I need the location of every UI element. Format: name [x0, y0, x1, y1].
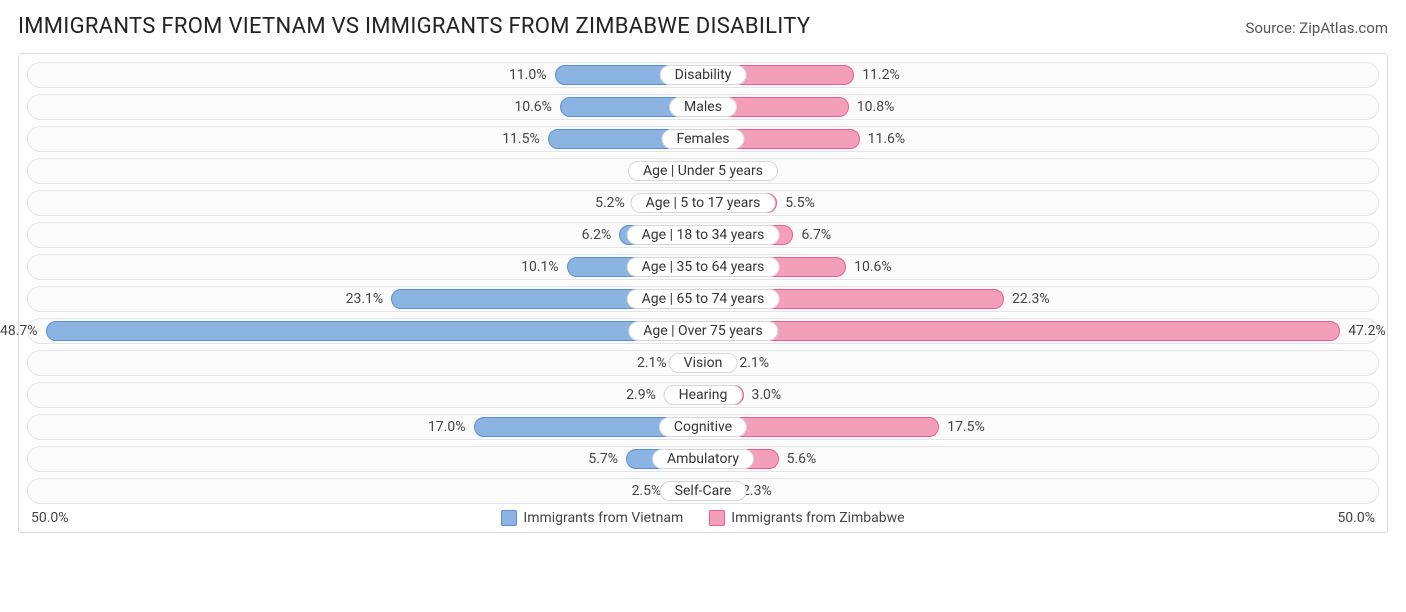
value-right: 11.6%: [862, 127, 906, 151]
chart-row: 5.2% 5.5%Age | 5 to 17 years: [27, 190, 1379, 216]
row-label: Disability: [660, 65, 747, 85]
axis-left-label: 50.0%: [31, 510, 69, 526]
axis-right-label: 50.0%: [1337, 510, 1375, 526]
row-label: Vision: [669, 353, 738, 373]
row-label: Cognitive: [659, 417, 747, 437]
chart-row: 10.1% 10.6% Age | 35 to 64 years: [27, 254, 1379, 280]
row-label: Age | 65 to 74 years: [627, 289, 780, 309]
bar-right: [703, 321, 1340, 341]
chart-title: IMMIGRANTS FROM VIETNAM VS IMMIGRANTS FR…: [18, 14, 810, 39]
value-left: 6.2%: [582, 223, 618, 247]
row-label: Self-Care: [660, 481, 747, 501]
legend-label-right: Immigrants from Zimbabwe: [731, 510, 904, 526]
value-left: 2.1%: [637, 351, 673, 375]
chart-row: 2.1% 2.1%Vision: [27, 350, 1379, 376]
value-right: 47.2%: [1342, 319, 1386, 343]
chart-row: 48.7%47.2%Age | Over 75 years: [27, 318, 1379, 344]
value-right: 5.6%: [781, 447, 817, 471]
chart-rows: 11.0% 11.2% Disability 10.6% 10.8% Males 11.5%…: [27, 62, 1379, 504]
row-label: Age | Under 5 years: [628, 161, 778, 181]
value-left: 5.7%: [588, 447, 624, 471]
value-left: 5.2%: [595, 191, 631, 215]
row-label: Age | 35 to 64 years: [627, 257, 780, 277]
value-left: 2.9%: [626, 383, 662, 407]
value-left: 17.0%: [428, 415, 472, 439]
chart-row: 1.1%1.2%Age | Under 5 years: [27, 158, 1379, 184]
chart-row: 11.0% 11.2% Disability: [27, 62, 1379, 88]
legend-label-left: Immigrants from Vietnam: [523, 510, 683, 526]
value-right: 6.7%: [795, 223, 831, 247]
value-right: 11.2%: [856, 63, 900, 87]
chart-row: 10.6% 10.8% Males: [27, 94, 1379, 120]
legend-item-right: Immigrants from Zimbabwe: [709, 510, 904, 526]
chart-row: 2.9% 3.0%Hearing: [27, 382, 1379, 408]
value-right: 3.0%: [746, 383, 782, 407]
value-right: 2.1%: [733, 351, 769, 375]
value-left: 23.1%: [346, 287, 390, 311]
chart-row: 2.5%2.3%Self-Care: [27, 478, 1379, 504]
row-label: Ambulatory: [652, 449, 754, 469]
chart-frame: 11.0% 11.2% Disability 10.6% 10.8% Males 11.5%…: [18, 53, 1388, 533]
value-left: 10.6%: [514, 95, 558, 119]
row-label: Age | Over 75 years: [628, 321, 778, 341]
chart-row: 23.1% 22.3% Age | 65 to 74 years: [27, 286, 1379, 312]
bar-left: [46, 321, 703, 341]
row-label: Females: [662, 129, 745, 149]
chart-source: Source: ZipAtlas.com: [1245, 19, 1388, 37]
legend-swatch-right: [709, 510, 725, 526]
value-left: 10.1%: [521, 255, 565, 279]
chart-row: 11.5% 11.6% Females: [27, 126, 1379, 152]
legend: Immigrants from Vietnam Immigrants from …: [69, 510, 1338, 526]
value-right: 5.5%: [779, 191, 815, 215]
value-left: 11.0%: [509, 63, 553, 87]
value-right: 17.5%: [941, 415, 985, 439]
legend-item-left: Immigrants from Vietnam: [501, 510, 683, 526]
legend-swatch-left: [501, 510, 517, 526]
value-left: 48.7%: [0, 319, 44, 343]
chart-row: 5.7% 5.6% Ambulatory: [27, 446, 1379, 472]
value-right: 10.6%: [848, 255, 892, 279]
row-label: Age | 18 to 34 years: [627, 225, 780, 245]
value-right: 10.8%: [851, 95, 895, 119]
value-left: 11.5%: [502, 127, 546, 151]
chart-footer: 50.0% Immigrants from Vietnam Immigrants…: [27, 510, 1379, 526]
chart-row: 6.2% 6.7% Age | 18 to 34 years: [27, 222, 1379, 248]
chart-row: 17.0% 17.5% Cognitive: [27, 414, 1379, 440]
value-right: 22.3%: [1006, 287, 1050, 311]
row-label: Males: [669, 97, 737, 117]
row-label: Age | 5 to 17 years: [631, 193, 776, 213]
row-label: Hearing: [664, 385, 743, 405]
chart-header: IMMIGRANTS FROM VIETNAM VS IMMIGRANTS FR…: [18, 14, 1388, 39]
